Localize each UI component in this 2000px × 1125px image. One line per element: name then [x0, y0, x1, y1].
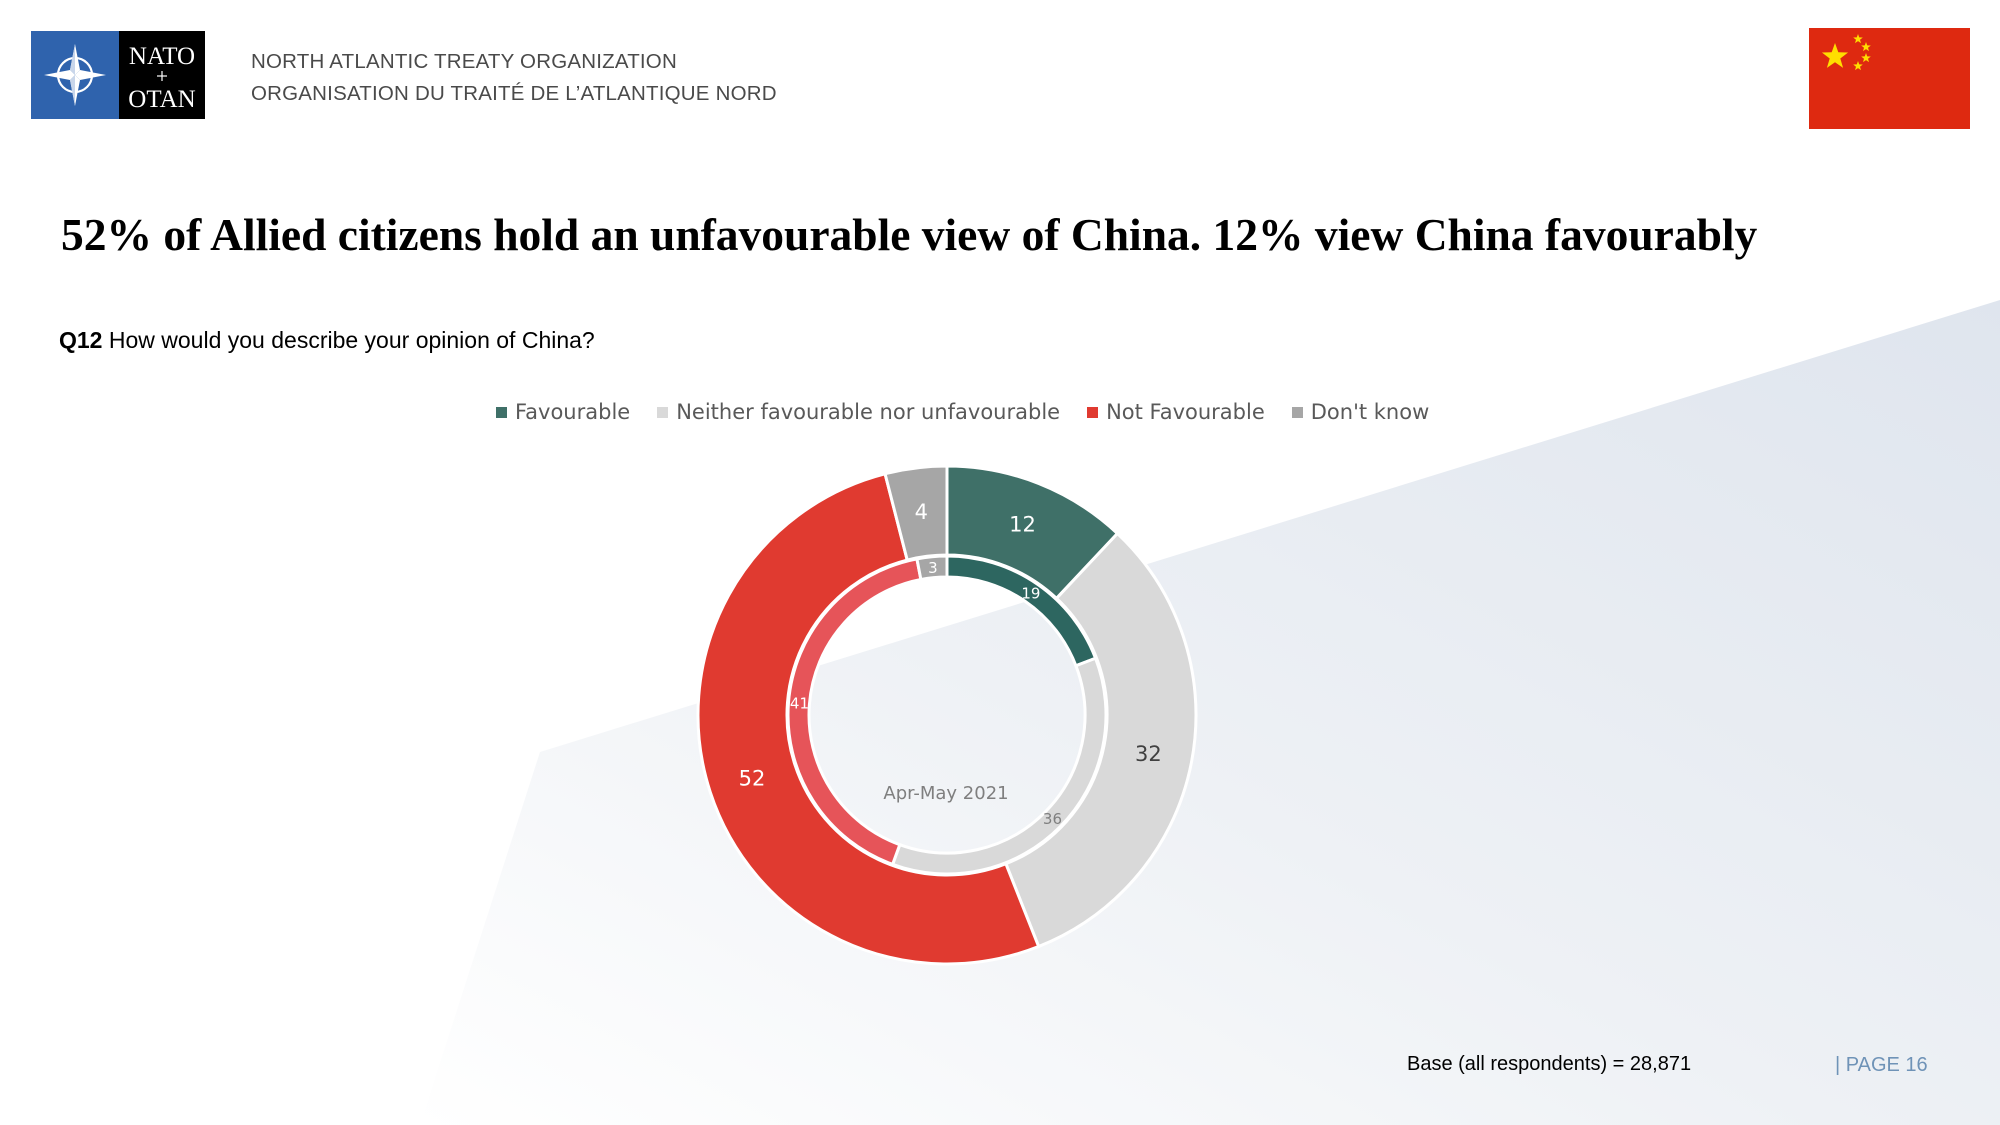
logo-text-otan: OTAN: [128, 86, 195, 113]
logo-text-nato: NATO: [129, 43, 195, 70]
page-title: 52% of Allied citizens hold an unfavoura…: [61, 209, 1758, 260]
center-label: Apr-May 2021: [883, 783, 1008, 804]
organization-name: NORTH ATLANTIC TREATY ORGANIZATION ORGAN…: [251, 46, 777, 110]
inner-label-neither: 36: [1043, 810, 1062, 828]
legend-item-dont-know: Don't know: [1291, 400, 1430, 424]
china-flag-icon: [1809, 28, 1970, 129]
outer-label-dont-know: 4: [915, 500, 928, 524]
inner-label-dont-know: 3: [928, 559, 938, 577]
inner-ring: [786, 554, 1108, 876]
organization-name-en: NORTH ATLANTIC TREATY ORGANIZATION: [251, 50, 677, 73]
legend-swatch-favourable: [496, 406, 507, 418]
outer-ring: [696, 464, 1198, 966]
nato-logo: NATO OTAN: [31, 31, 205, 119]
question-text: How would you describe your opinion of C…: [108, 327, 595, 353]
legend-label-favourable: Favourable: [515, 400, 631, 424]
outer-label-not-favourable: 52: [739, 767, 766, 791]
legend-swatch-neither: [657, 406, 669, 418]
legend-item-neither: Neither favourable nor unfavourable: [657, 400, 1060, 424]
legend-swatch-not-favourable: [1087, 406, 1099, 418]
legend-swatch-dont-know: [1291, 406, 1303, 418]
outer-label-favourable: 12: [1009, 513, 1036, 537]
legend-label-neither: Neither favourable nor unfavourable: [676, 400, 1061, 424]
question-number: Q12: [59, 327, 103, 353]
legend-item-favourable: Favourable: [496, 400, 630, 424]
inner-label-favourable: 19: [1021, 584, 1040, 602]
chart-labels: 12 32 52 4 19 36 41 3: [739, 500, 1162, 828]
chart-legend: Favourable Neither favourable nor unfavo…: [496, 400, 1429, 424]
inner-label-not-favourable: 41: [790, 695, 809, 713]
legend-label-not-favourable: Not Favourable: [1106, 400, 1265, 424]
outer-label-neither: 32: [1135, 742, 1162, 766]
organization-name-fr: ORGANISATION DU TRAITÉ DE L’ATLANTIQUE N…: [251, 82, 777, 105]
compass-rose-icon: [44, 44, 106, 106]
page-number: | PAGE 16: [1835, 1054, 1928, 1076]
inner-slice-dont-know: [915, 554, 949, 582]
question: Q12 How would you describe your opinion …: [59, 327, 595, 354]
base-note: Base (all respondents) = 28,871: [1407, 1053, 1692, 1075]
legend-item-not-favourable: Not Favourable: [1087, 400, 1265, 424]
legend-label-dont-know: Don't know: [1310, 400, 1430, 424]
